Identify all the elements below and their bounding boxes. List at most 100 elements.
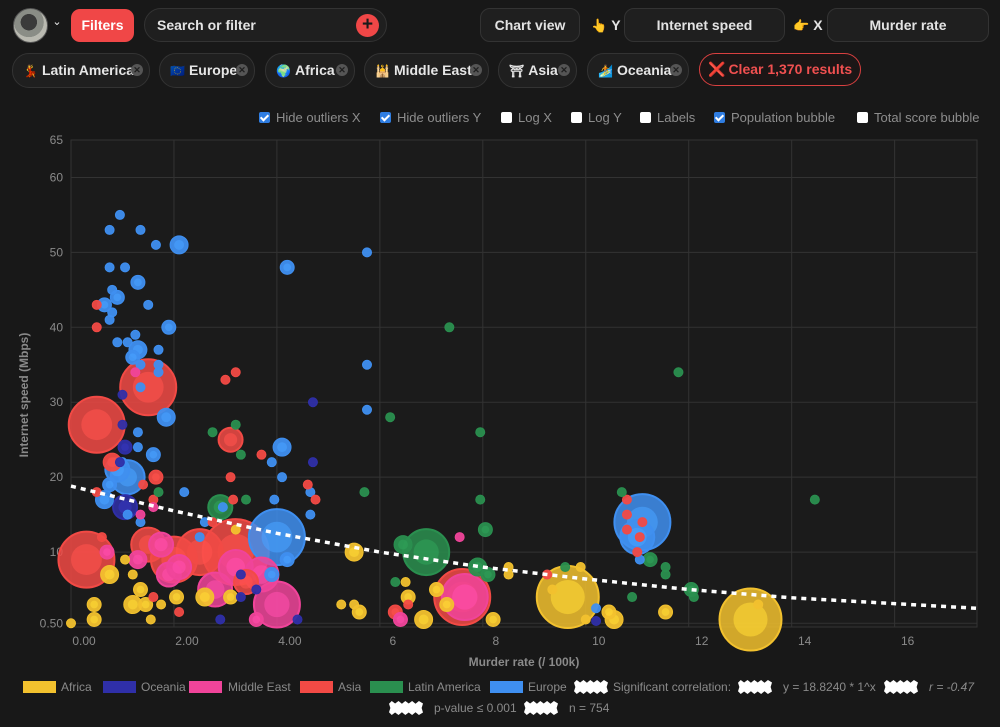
bubble-europe[interactable] bbox=[179, 487, 190, 498]
bubble-africa[interactable] bbox=[120, 554, 131, 565]
bubble-oceania[interactable] bbox=[307, 397, 318, 408]
bubble-asia[interactable] bbox=[310, 494, 321, 505]
bubble-asia[interactable] bbox=[148, 592, 159, 603]
x-axis-select[interactable]: Murder rate bbox=[827, 8, 989, 42]
bubble-latin-america[interactable] bbox=[207, 427, 218, 438]
bubble-latin-america[interactable] bbox=[444, 322, 455, 333]
bubble-asia[interactable] bbox=[637, 517, 648, 528]
bubble-oceania[interactable] bbox=[235, 592, 246, 603]
bubble-africa[interactable] bbox=[753, 599, 764, 610]
bubble-middle-east[interactable] bbox=[135, 509, 146, 520]
bubble-europe[interactable] bbox=[112, 337, 123, 348]
bubble-europe[interactable] bbox=[361, 359, 372, 370]
filter-chip-europe[interactable]: 🇪🇺 Europe ✕ bbox=[159, 53, 255, 88]
bubble-asia[interactable] bbox=[302, 479, 313, 490]
bubble-latin-america[interactable] bbox=[475, 427, 486, 438]
bubble-africa[interactable] bbox=[66, 618, 76, 629]
remove-chip-icon[interactable]: ✕ bbox=[670, 64, 682, 76]
bubble-asia[interactable] bbox=[621, 524, 632, 535]
chevron-down-icon[interactable]: ⌄ bbox=[52, 16, 62, 28]
bubble-africa[interactable] bbox=[336, 599, 347, 610]
bubble-asia[interactable] bbox=[621, 509, 632, 520]
bubble-europe[interactable] bbox=[130, 329, 141, 340]
bubble-europe[interactable] bbox=[135, 359, 146, 370]
option-population-bubble[interactable]: Population bubble bbox=[714, 108, 835, 128]
bubble-latin-america[interactable] bbox=[475, 494, 486, 505]
bubble-europe[interactable] bbox=[104, 224, 115, 235]
option-labels[interactable]: Labels bbox=[640, 108, 695, 128]
checkbox[interactable] bbox=[501, 112, 512, 123]
checkbox[interactable] bbox=[571, 112, 582, 123]
bubble-europe[interactable] bbox=[361, 404, 372, 415]
legend-item-oceania[interactable]: Oceania bbox=[103, 678, 186, 696]
bubble-europe[interactable] bbox=[153, 344, 164, 355]
bubble-oceania[interactable] bbox=[117, 389, 128, 400]
remove-chip-icon[interactable]: ✕ bbox=[236, 64, 248, 76]
bubble-asia[interactable] bbox=[96, 532, 107, 543]
legend-item-europe[interactable]: Europe bbox=[490, 678, 567, 696]
bubble-asia[interactable] bbox=[91, 322, 102, 333]
legend-item-latin-america[interactable]: Latin America bbox=[370, 678, 481, 696]
bubble-africa[interactable] bbox=[127, 569, 138, 580]
bubble-latin-america[interactable] bbox=[390, 577, 401, 588]
bubble-latin-america[interactable] bbox=[673, 367, 684, 378]
bubble-latin-america[interactable] bbox=[627, 592, 638, 603]
legend-item-asia[interactable]: Asia bbox=[300, 678, 361, 696]
bubble-oceania[interactable] bbox=[114, 457, 125, 468]
bubble-latin-america[interactable] bbox=[235, 449, 246, 460]
bubble-latin-america[interactable] bbox=[241, 494, 252, 505]
y-axis-select[interactable]: Internet speed bbox=[624, 8, 785, 42]
remove-chip-icon[interactable]: ✕ bbox=[131, 64, 143, 76]
bubble-europe[interactable] bbox=[122, 337, 133, 348]
bubble-europe[interactable] bbox=[194, 532, 205, 543]
bubble-asia[interactable] bbox=[138, 479, 149, 490]
filters-button[interactable]: Filters bbox=[71, 9, 134, 42]
bubble-africa[interactable] bbox=[349, 599, 360, 610]
bubble-asia[interactable] bbox=[230, 367, 241, 378]
bubble-europe[interactable] bbox=[122, 509, 133, 520]
bubble-europe[interactable] bbox=[361, 247, 372, 258]
bubble-europe[interactable] bbox=[104, 262, 115, 273]
bubble-middle-east[interactable] bbox=[130, 367, 141, 378]
bubble-europe[interactable] bbox=[266, 457, 277, 468]
bubble-europe[interactable] bbox=[217, 502, 228, 513]
checkbox[interactable] bbox=[714, 112, 725, 123]
option-log-y[interactable]: Log Y bbox=[571, 108, 622, 128]
option-log-x[interactable]: Log X bbox=[501, 108, 552, 128]
bubble-latin-america[interactable] bbox=[385, 412, 396, 423]
add-filter-icon[interactable]: + bbox=[356, 14, 379, 37]
bubble-europe[interactable] bbox=[107, 284, 118, 295]
bubble-africa[interactable] bbox=[580, 614, 591, 625]
bubble-europe[interactable] bbox=[114, 209, 125, 220]
bubble-africa[interactable] bbox=[547, 584, 558, 595]
bubble-europe[interactable] bbox=[104, 314, 115, 325]
bubble-asia[interactable] bbox=[91, 299, 102, 310]
bubble-asia[interactable] bbox=[256, 449, 267, 460]
bubble-africa[interactable] bbox=[156, 599, 167, 610]
filter-chip-asia[interactable]: ⛩ Asia ✕ bbox=[498, 53, 577, 88]
bubble-latin-america[interactable] bbox=[230, 419, 241, 430]
remove-chip-icon[interactable]: ✕ bbox=[470, 64, 482, 76]
search-input[interactable] bbox=[157, 9, 347, 41]
clear-results-button[interactable]: ❌ Clear 1,370 results bbox=[699, 53, 862, 86]
bubble-africa[interactable] bbox=[145, 614, 156, 625]
bubble-asia[interactable] bbox=[225, 472, 236, 483]
bubble-latin-america[interactable] bbox=[660, 569, 671, 580]
filter-chip-oceania[interactable]: 🏄 Oceania ✕ bbox=[587, 53, 689, 88]
bubble-middle-east[interactable] bbox=[454, 532, 465, 543]
bubble-asia[interactable] bbox=[621, 494, 632, 505]
chart-view-button[interactable]: Chart view bbox=[480, 8, 580, 42]
bubble-asia[interactable] bbox=[634, 532, 645, 543]
legend-item-middle-east[interactable]: Middle East bbox=[189, 678, 291, 696]
checkbox[interactable] bbox=[640, 112, 651, 123]
bubble-europe[interactable] bbox=[132, 427, 143, 438]
bubble-oceania[interactable] bbox=[292, 614, 303, 625]
bubble-latin-america[interactable] bbox=[560, 562, 571, 573]
bubble-oceania[interactable] bbox=[307, 457, 318, 468]
bubble-asia[interactable] bbox=[403, 599, 414, 610]
bubble-europe[interactable] bbox=[132, 442, 143, 453]
bubble-latin-america[interactable] bbox=[688, 592, 699, 603]
filter-chip-middle-east[interactable]: 🕌 Middle East ✕ bbox=[364, 53, 489, 88]
avatar[interactable] bbox=[13, 8, 48, 43]
bubble-asia[interactable] bbox=[228, 494, 239, 505]
